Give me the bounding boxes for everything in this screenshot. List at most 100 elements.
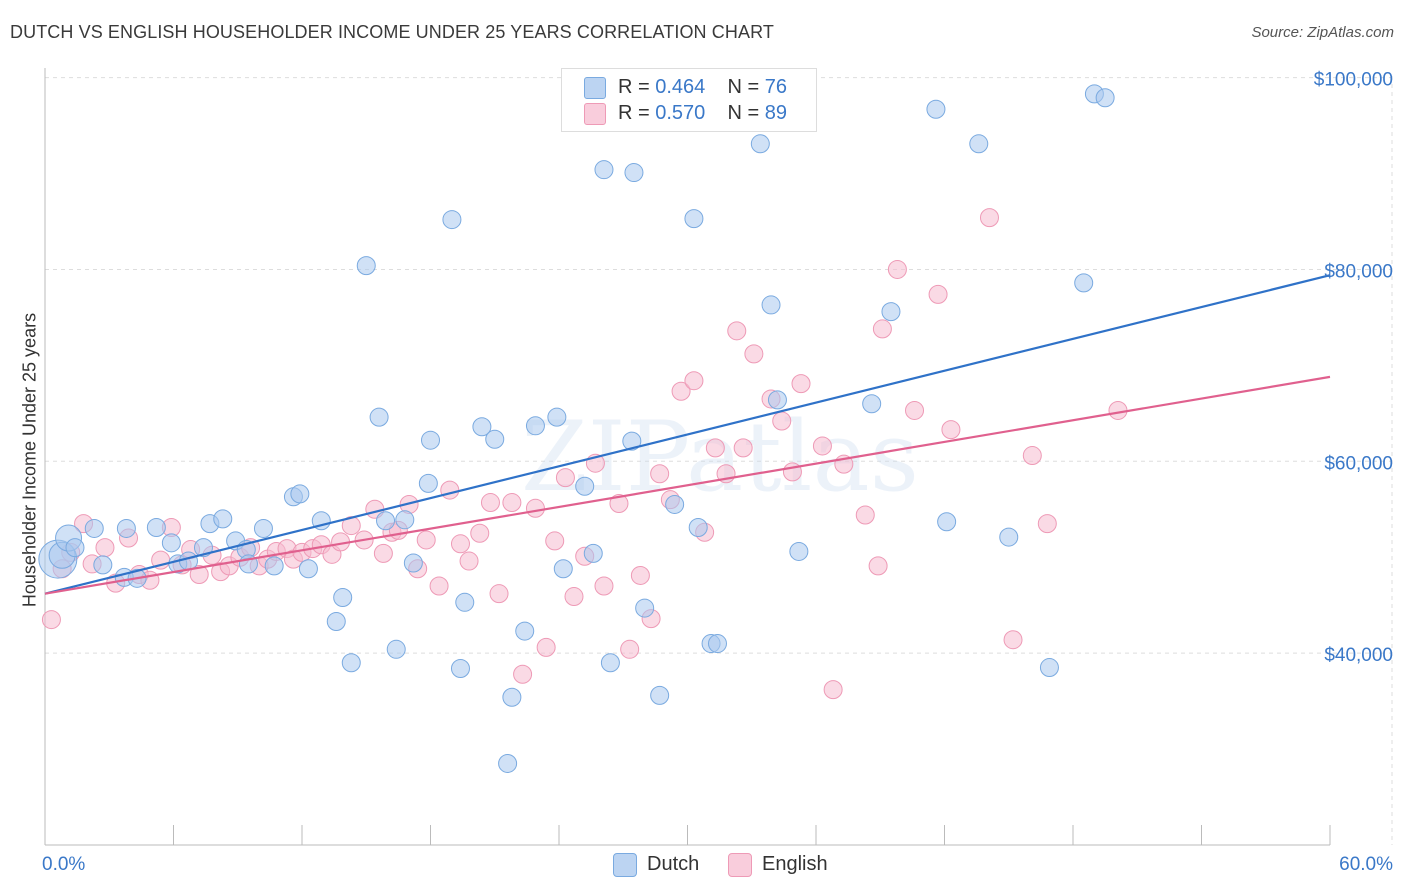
dutch-point-5: [93, 555, 113, 575]
y-tick-labels: $40,000 $60,000 $80,000 $100,000: [1314, 70, 1393, 667]
dutch-point-10: [161, 533, 181, 553]
dutch-point-37: [450, 658, 470, 678]
n-label: N =: [727, 76, 765, 98]
dutch-trend-line: [44, 274, 1331, 595]
english-point-50: [545, 531, 565, 551]
english-point-62: [671, 381, 691, 401]
dutch-point-38: [455, 592, 475, 612]
english-point-71: [772, 411, 792, 431]
trend-lines: [44, 274, 1331, 595]
dutch-point-56: [684, 209, 704, 229]
dutch-point-23: [298, 559, 318, 579]
english-point-38: [416, 530, 436, 550]
dutch-point-33: [403, 553, 423, 573]
english-point-33: [373, 543, 393, 563]
correlation-legend: R = 0.464 N = 76 R = 0.570 N = 89: [561, 68, 817, 132]
y-tick-label-3: $100,000: [1314, 70, 1393, 91]
english-point-79: [887, 259, 907, 279]
dutch-point-20: [264, 556, 284, 576]
english-point-77: [855, 505, 875, 525]
english-point-74: [812, 436, 832, 456]
english-point-44: [480, 493, 500, 513]
dutch-point-52: [622, 431, 642, 451]
english-point-30: [341, 516, 361, 536]
dutch-point-40: [485, 429, 505, 449]
dutch-point-43: [515, 621, 535, 641]
dutch-point-53: [635, 598, 655, 618]
dutch-point-71: [1074, 273, 1094, 293]
english-point-81: [928, 284, 948, 304]
dutch-point-69: [999, 527, 1019, 547]
english-point-39: [429, 576, 449, 596]
english-point-47: [513, 664, 533, 684]
english-point-84: [1003, 630, 1023, 650]
dutch-point-62: [767, 390, 787, 410]
english-point-88: [872, 319, 892, 339]
dutch-point-19: [253, 518, 273, 538]
x-tick-label-1: 60.0%: [1339, 854, 1393, 875]
english-legend-swatch: [728, 853, 752, 877]
english-point-14: [189, 564, 209, 584]
dutch-point-31: [386, 639, 406, 659]
dutch-legend-swatch: [613, 853, 637, 877]
dutch-point-70: [1039, 658, 1059, 678]
r-value-dutch: 0.464: [655, 76, 706, 98]
legend-label-english: English: [762, 853, 828, 875]
english-point-63: [684, 371, 704, 391]
dutch-point-13: [193, 538, 213, 558]
dutch-point-57: [688, 517, 708, 537]
dutch-point-22: [290, 484, 310, 504]
legend-label-dutch: Dutch: [647, 853, 700, 875]
dutch-point-42: [498, 753, 518, 773]
axes: [44, 68, 1331, 846]
english-point-58: [630, 565, 650, 585]
dutch-point-4: [84, 518, 104, 538]
english-point-73: [791, 374, 811, 394]
x-tick-label-0: 0.0%: [42, 854, 85, 875]
english-point-55: [594, 576, 614, 596]
dutch-point-65: [881, 302, 901, 322]
english-point-51: [555, 468, 575, 488]
english-point-68: [733, 438, 753, 458]
dutch-point-51: [624, 163, 644, 183]
r-value-english: 0.570: [655, 102, 706, 124]
english-point-65: [705, 438, 725, 458]
english-point-87: [1108, 400, 1128, 420]
english-point-40: [440, 480, 460, 500]
english-point-42: [459, 551, 479, 571]
english-point-0: [41, 610, 61, 630]
dutch-point-44: [525, 416, 545, 436]
y-tick-label-1: $60,000: [1324, 453, 1393, 474]
dutch-point-29: [369, 407, 389, 427]
dutch-point-7: [116, 518, 136, 538]
dutch-point-30: [376, 511, 396, 531]
english-point-78: [868, 556, 888, 576]
dutch-point-36: [442, 210, 462, 230]
dutch-point-54: [650, 685, 670, 705]
dutch-point-64: [862, 394, 882, 414]
dutch-point-46: [553, 559, 573, 579]
dutch-point-60: [750, 134, 770, 154]
dutch-point-66: [926, 99, 946, 119]
english-point-41: [450, 534, 470, 554]
english-point-86: [1037, 514, 1057, 534]
series-legend: Dutch English: [0, 850, 1406, 880]
english-point-82: [941, 420, 961, 440]
english-point-45: [489, 584, 509, 604]
dutch-point-41: [502, 687, 522, 707]
dutch-point-39: [472, 417, 492, 437]
n-value-dutch: 76: [764, 76, 788, 98]
dutch-point-68: [969, 134, 989, 154]
english-point-52: [564, 587, 584, 607]
english-point-83: [979, 208, 999, 228]
n-value-english: 89: [764, 102, 788, 124]
english-point-75: [823, 680, 843, 700]
dutch-point-73: [1095, 88, 1115, 108]
y-tick-label-2: $80,000: [1324, 261, 1393, 282]
english-point-67: [727, 321, 747, 341]
dutch-point-61: [761, 295, 781, 315]
dutch-point-34: [418, 473, 438, 493]
english-swatch: [584, 103, 606, 125]
english-point-80: [905, 400, 925, 420]
